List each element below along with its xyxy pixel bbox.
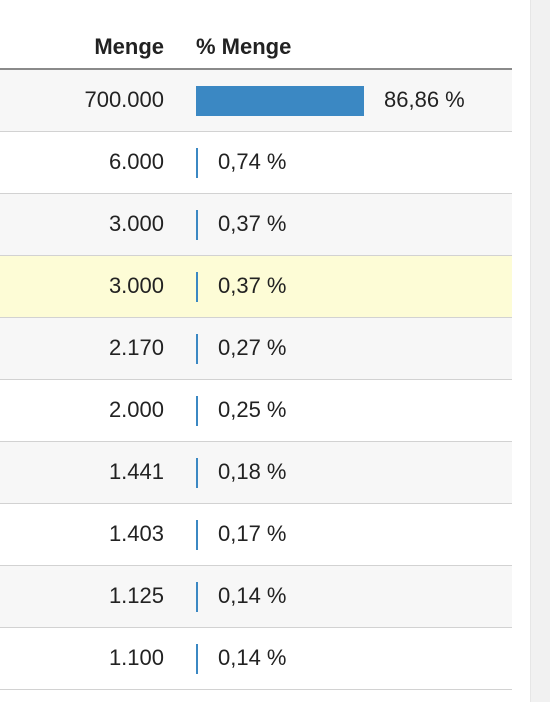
percent-cell: 0,37 % — [218, 211, 287, 236]
data-table: Menge % Menge 700.000 86,86 % 6.000 0,74 % 3… — [0, 0, 512, 690]
table-row[interactable]: 1.125 0,14 % — [0, 566, 512, 628]
percent-bar — [196, 210, 198, 240]
percent-bar-track — [196, 272, 366, 302]
table-row[interactable]: 1.100 0,14 % — [0, 628, 512, 690]
percent-cell: 0,25 % — [218, 397, 287, 422]
percent-bar-track — [196, 396, 366, 426]
percent-bar — [196, 272, 198, 302]
percent-bar-track — [196, 210, 366, 240]
vertical-scrollbar[interactable] — [530, 0, 550, 702]
percent-bar — [196, 396, 198, 426]
table-row[interactable]: 1.441 0,18 % — [0, 442, 512, 504]
percent-bar — [196, 148, 198, 178]
quantity-cell: 2.170 — [108, 335, 164, 360]
table-body: 700.000 86,86 % 6.000 0,74 % 3.000 0,37 % 3.00… — [0, 70, 512, 690]
percent-bar — [196, 644, 198, 674]
table-row[interactable]: 6.000 0,74 % — [0, 132, 512, 194]
quantity-cell: 1.441 — [108, 459, 164, 484]
percent-bar-track — [196, 458, 366, 488]
percent-cell: 0,18 % — [218, 459, 287, 484]
table-row[interactable]: 700.000 86,86 % — [0, 70, 512, 132]
quantity-cell: 3.000 — [108, 211, 164, 236]
percent-bar — [196, 520, 198, 550]
table-row[interactable]: 1.403 0,17 % — [0, 504, 512, 566]
table-header: Menge % Menge — [0, 0, 512, 70]
percent-cell: 0,74 % — [218, 149, 287, 174]
column-header-percent[interactable]: % Menge — [196, 34, 292, 59]
percent-bar — [196, 86, 364, 116]
percent-bar — [196, 582, 198, 612]
percent-bar-track — [196, 148, 366, 178]
percent-cell: 0,14 % — [218, 645, 287, 670]
percent-bar-track — [196, 520, 366, 550]
table-row[interactable]: 3.000 0,37 % — [0, 194, 512, 256]
column-header-quantity[interactable]: Menge — [94, 34, 164, 59]
table-row[interactable]: 3.000 0,37 % — [0, 256, 512, 318]
table-row[interactable]: 2.170 0,27 % — [0, 318, 512, 380]
percent-bar-track — [196, 334, 366, 364]
quantity-cell: 6.000 — [108, 149, 164, 174]
percent-cell: 0,27 % — [218, 335, 287, 360]
quantity-cell: 700.000 — [84, 87, 164, 112]
percent-cell: 0,14 % — [218, 583, 287, 608]
quantity-cell: 2.000 — [108, 397, 164, 422]
quantity-cell: 1.100 — [108, 645, 164, 670]
percent-bar — [196, 334, 198, 364]
percent-cell: 0,37 % — [218, 273, 287, 298]
quantity-cell: 1.403 — [108, 521, 164, 546]
percent-cell: 0,17 % — [218, 521, 287, 546]
percent-bar — [196, 458, 198, 488]
percent-cell: 86,86 % — [384, 87, 465, 112]
table-row[interactable]: 2.000 0,25 % — [0, 380, 512, 442]
percent-bar-track — [196, 86, 366, 116]
percent-bar-track — [196, 644, 366, 674]
percent-bar-track — [196, 582, 366, 612]
quantity-cell: 3.000 — [108, 273, 164, 298]
quantity-cell: 1.125 — [108, 583, 164, 608]
